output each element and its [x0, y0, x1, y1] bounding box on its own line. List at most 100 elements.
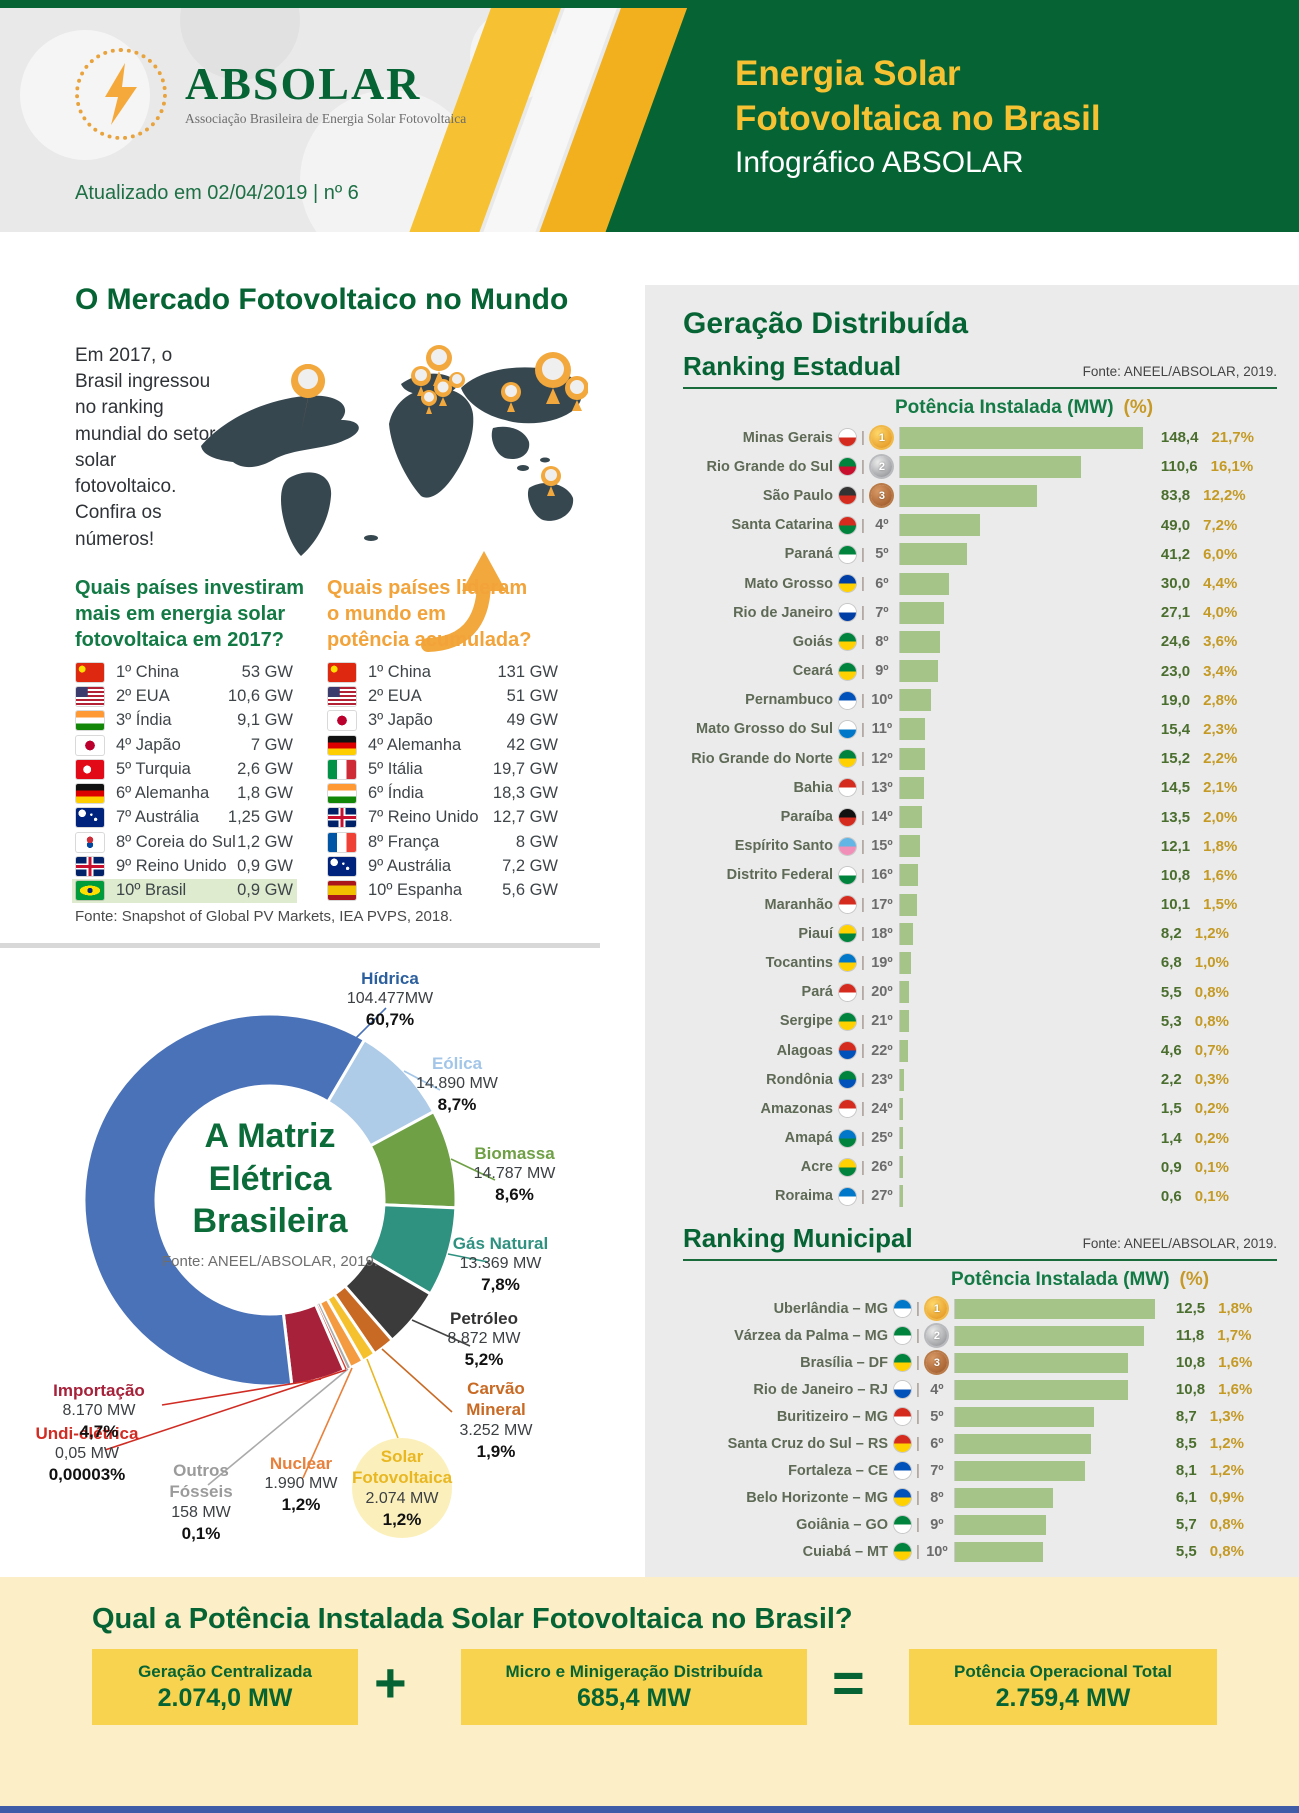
country-row: 2º EUA 51 GW — [324, 684, 562, 708]
flag-icon — [894, 1381, 911, 1399]
flag-eua-icon — [76, 686, 104, 706]
flag-icon — [894, 1408, 911, 1426]
country-value: 1,25 GW — [227, 808, 293, 827]
value-bar — [899, 776, 924, 799]
value-bar — [954, 1379, 1128, 1400]
value-bar — [954, 1514, 1046, 1535]
country-row: 1º China 53 GW — [72, 660, 297, 684]
ranking-percent: 0,8% — [1194, 1012, 1229, 1030]
rank-number: 24º — [871, 1100, 893, 1117]
ranking-value: 24,6 — [1160, 633, 1191, 651]
value-bar — [899, 1039, 908, 1062]
rank-number: 18º — [871, 925, 893, 942]
ranking-percent: 1,2% — [1209, 1462, 1244, 1480]
country-value: 51 GW — [506, 686, 558, 705]
ranking-row: São Paulo | 3 83,8 12,2% — [683, 481, 1277, 510]
ranking-name: Piauí — [798, 925, 833, 942]
bar-track — [898, 426, 1152, 449]
flag-espanha-icon — [328, 881, 356, 901]
ranking-percent: 2,3% — [1203, 720, 1238, 738]
plus-sign: + — [374, 1651, 407, 1714]
bar-track — [953, 1487, 1167, 1508]
slice-mw: 13.369 MW — [459, 1255, 542, 1273]
ranking-percent: 2,2% — [1203, 750, 1238, 768]
country-value: 7,2 GW — [502, 857, 558, 876]
flag-icon — [839, 1129, 856, 1147]
ranking-name: Fortaleza – CE — [788, 1462, 888, 1479]
rank-number: 8º — [875, 633, 889, 650]
leader-line — [450, 1158, 496, 1181]
header: ABSOLAR Associação Brasileira de Energia… — [0, 0, 1299, 232]
ranking-name: Ceará — [792, 663, 833, 680]
value-bar — [899, 630, 940, 653]
donut-chart — [82, 1007, 496, 1486]
country-name: 9º Reino Unido — [116, 857, 227, 876]
slice-name: Eólica — [431, 1054, 483, 1073]
world-market-title: O Mercado Fotovoltaico no Mundo — [75, 283, 569, 316]
bar-track — [953, 1541, 1167, 1562]
rank-number: 4º — [930, 1381, 944, 1398]
leader-line — [161, 1378, 322, 1406]
slice-mw: 3.252 MW — [459, 1421, 533, 1439]
flag-icon — [839, 487, 856, 505]
ranking-percent: 1,3% — [1209, 1408, 1244, 1426]
rank-number: 26º — [871, 1159, 893, 1176]
rank-medal: 3 — [865, 485, 899, 507]
slice-name: Undi-elétrica — [35, 1424, 139, 1443]
ranking-percent: 0,8% — [1194, 983, 1229, 1001]
separator: | — [861, 1158, 865, 1176]
ranking-row: Uberlândia – MG | 1 12,5 1,8% — [683, 1295, 1277, 1322]
leader-line — [366, 1358, 399, 1439]
rank-number: 10º — [926, 1543, 948, 1560]
donut-label-undi-el-trica: Undi-elétrica 0,05 MW 0,00003% — [26, 1423, 148, 1486]
slice-percent: 60,7% — [365, 1010, 415, 1030]
donut-label-outros-f-sseis: Outros Fósseis 158 MW 0,1% — [145, 1460, 257, 1544]
separator: | — [861, 750, 865, 768]
ranking-name: Maranhão — [764, 896, 834, 913]
value-bar — [954, 1487, 1053, 1508]
flag-reino-unido-icon — [76, 857, 104, 877]
bar-track — [898, 1185, 1152, 1208]
question-invest: Quais países investiram mais em energia … — [75, 577, 305, 651]
slice-name: Outros Fósseis — [169, 1461, 233, 1502]
rank-number: 10º — [871, 692, 893, 709]
separator: | — [861, 1042, 865, 1060]
country-name: 7º Reino Unido — [368, 808, 479, 827]
ranking-row: Minas Gerais | 1 148,4 21,7% — [683, 423, 1277, 452]
rank-number: 6º — [875, 575, 889, 592]
bronze-medal-icon: 3 — [926, 1352, 948, 1374]
ranking-name: Belo Horizonte – MG — [746, 1489, 888, 1506]
slice-percent: 1,2% — [382, 1509, 422, 1529]
rank-number: 27º — [871, 1188, 893, 1205]
ranking-value: 11,8 — [1175, 1327, 1205, 1345]
ranking-percent: 7,2% — [1203, 516, 1238, 534]
value-bar — [954, 1433, 1091, 1454]
ranking-percent: 0,1% — [1194, 1158, 1229, 1176]
ranking-name: Goiás — [792, 633, 833, 650]
ranking-row: Mato Grosso do Sul | 11º 15,4 2,3% — [683, 715, 1277, 744]
ranking-value: 12,1 — [1160, 837, 1191, 855]
flag-reino-unido-icon — [328, 808, 356, 828]
ranking-value: 2,2 — [1160, 1071, 1182, 1089]
value-bar — [899, 1010, 909, 1033]
rank-number: 7º — [930, 1462, 944, 1479]
flag-icon — [839, 808, 856, 826]
value-bar — [899, 689, 931, 712]
bar-track — [898, 1127, 1152, 1150]
top-green-bar — [0, 0, 1299, 8]
value-bar — [899, 1156, 903, 1179]
slice-percent: 4,7% — [79, 1422, 119, 1442]
country-name: 3º Índia — [116, 711, 172, 730]
country-row: 7º Reino Unido 12,7 GW — [324, 806, 562, 830]
value-bar — [899, 1185, 903, 1208]
bar-track — [898, 514, 1152, 537]
ranking-value: 15,4 — [1160, 720, 1191, 738]
ranking-name: Amapá — [784, 1130, 833, 1147]
ranking-value: 8,2 — [1160, 925, 1182, 943]
country-name: 4º Japão — [116, 735, 181, 754]
separator: | — [861, 1100, 865, 1118]
municipal-ranking-header: Ranking Municipal Fonte: ANEEL/ABSOLAR, … — [683, 1223, 1277, 1262]
flag-icon — [839, 604, 856, 622]
ranking-name: Buritizeiro – MG — [776, 1408, 888, 1425]
ranking-value: 83,8 — [1160, 487, 1191, 505]
